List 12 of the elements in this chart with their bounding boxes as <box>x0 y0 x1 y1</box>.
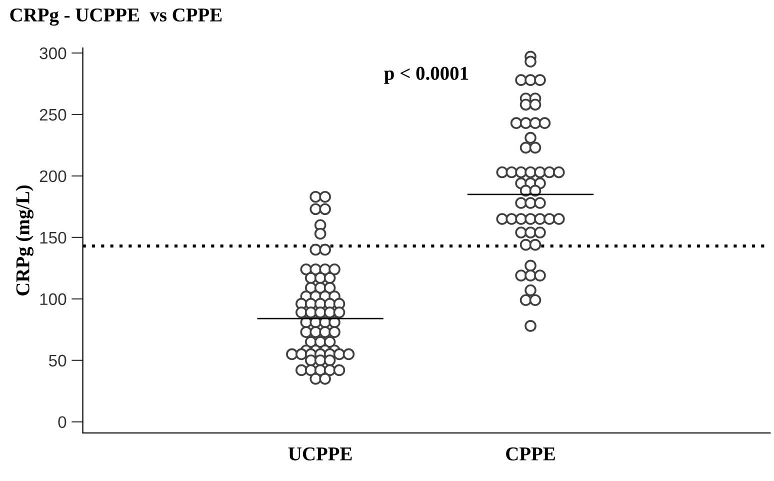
y-tick-label: 200 <box>40 170 66 182</box>
y-tick-label: 250 <box>40 108 66 121</box>
y-axis-title: CRPg (mg/L) <box>16 185 34 296</box>
annotation: p < 0.0001 <box>384 66 468 84</box>
x-tick-label: CPPE <box>506 447 555 460</box>
y-tick-label: 150 <box>40 232 66 244</box>
chart-title: CRPg - UCPPE vs CPPE <box>10 8 222 26</box>
y-tick-label: 100 <box>40 293 66 306</box>
y-tick-label: 0 <box>58 416 66 428</box>
x-tick-label: UCPPE <box>288 447 352 460</box>
y-tick-label: 300 <box>40 47 66 60</box>
y-tick-label: 50 <box>48 354 66 367</box>
